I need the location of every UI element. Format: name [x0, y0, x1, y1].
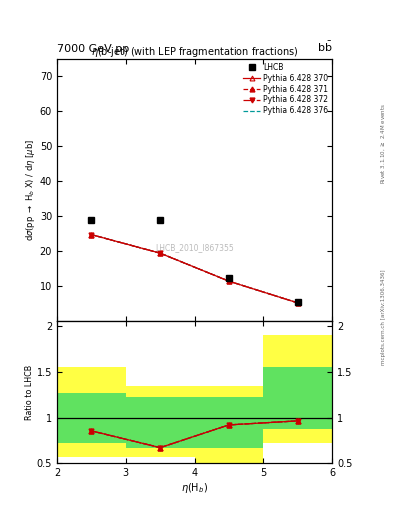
- Text: LHCB_2010_I867355: LHCB_2010_I867355: [155, 243, 234, 252]
- Line: LHCB: LHCB: [88, 217, 301, 306]
- X-axis label: $\eta$(H$_b$): $\eta$(H$_b$): [181, 481, 208, 495]
- Pythia 6.428 376: [295, 300, 300, 306]
- Line: Pythia 6.428 372: Pythia 6.428 372: [89, 232, 300, 305]
- Pythia 6.428 371: [226, 278, 231, 284]
- Pythia 6.428 370: [158, 250, 163, 256]
- LHCB: [295, 299, 300, 305]
- LHCB: [158, 217, 163, 223]
- Pythia 6.428 372: [226, 278, 231, 284]
- Pythia 6.428 371: [89, 231, 94, 238]
- Line: Pythia 6.428 370: Pythia 6.428 370: [89, 232, 300, 305]
- Pythia 6.428 376: [226, 278, 231, 284]
- Pythia 6.428 370: [89, 231, 94, 238]
- Pythia 6.428 371: [295, 300, 300, 306]
- Pythia 6.428 370: [295, 300, 300, 306]
- Text: Rivet 3.1.10, $\geq$ 2.4M events: Rivet 3.1.10, $\geq$ 2.4M events: [379, 103, 387, 184]
- Pythia 6.428 370: [226, 278, 231, 284]
- Pythia 6.428 376: [89, 231, 94, 238]
- Pythia 6.428 372: [89, 231, 94, 238]
- LHCB: [89, 217, 94, 223]
- Pythia 6.428 372: [158, 250, 163, 256]
- Text: mcplots.cern.ch [arXiv:1306.3436]: mcplots.cern.ch [arXiv:1306.3436]: [381, 270, 386, 365]
- Pythia 6.428 376: [158, 250, 163, 256]
- Title: $\eta$(b-jet) (with LEP fragmentation fractions): $\eta$(b-jet) (with LEP fragmentation fr…: [91, 45, 298, 59]
- Pythia 6.428 371: [158, 250, 163, 256]
- Pythia 6.428 372: [295, 300, 300, 306]
- Y-axis label: Ratio to LHCB: Ratio to LHCB: [25, 365, 34, 420]
- Legend: LHCB, Pythia 6.428 370, Pythia 6.428 371, Pythia 6.428 372, Pythia 6.428 376: LHCB, Pythia 6.428 370, Pythia 6.428 371…: [242, 61, 330, 117]
- Line: Pythia 6.428 376: Pythia 6.428 376: [91, 234, 298, 303]
- Text: 7000 GeV pp: 7000 GeV pp: [57, 44, 129, 54]
- Y-axis label: d$\sigma$(pp $\rightarrow$ H$_b$ X) / d$\eta$ [$\mu$b]: d$\sigma$(pp $\rightarrow$ H$_b$ X) / d$…: [24, 139, 37, 241]
- LHCB: [226, 274, 231, 281]
- Text: b$\bar{\rm b}$: b$\bar{\rm b}$: [317, 39, 332, 54]
- Line: Pythia 6.428 371: Pythia 6.428 371: [89, 232, 300, 305]
